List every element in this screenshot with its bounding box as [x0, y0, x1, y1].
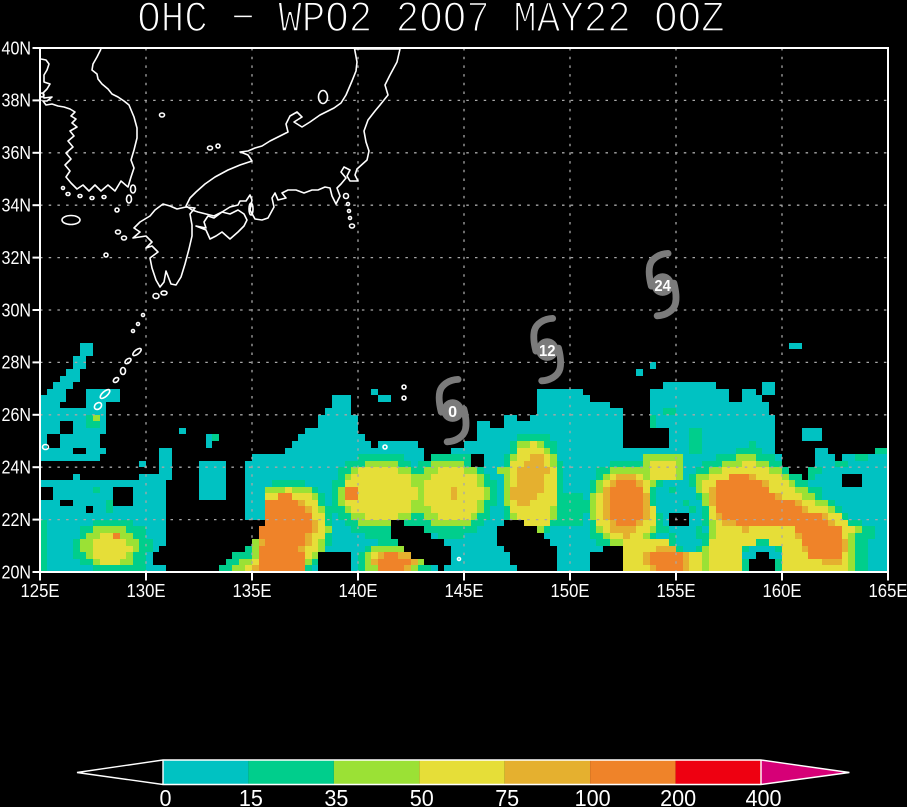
svg-text:0: 0 — [448, 404, 457, 421]
svg-text:38N: 38N — [2, 91, 32, 111]
svg-text:24: 24 — [654, 278, 671, 295]
svg-text:0: 0 — [160, 785, 172, 807]
svg-text:36N: 36N — [2, 143, 32, 163]
svg-text:135E: 135E — [233, 581, 272, 601]
svg-text:22N: 22N — [2, 510, 32, 530]
svg-text:125E: 125E — [21, 581, 60, 601]
svg-text:12: 12 — [539, 343, 556, 360]
svg-text:40N: 40N — [2, 38, 32, 58]
svg-text:200: 200 — [660, 785, 696, 807]
svg-text:20N: 20N — [2, 562, 32, 582]
svg-text:155E: 155E — [657, 581, 696, 601]
svg-text:34N: 34N — [2, 196, 32, 216]
svg-text:26N: 26N — [2, 405, 32, 425]
svg-text:75: 75 — [495, 785, 519, 807]
svg-text:165E: 165E — [869, 581, 907, 601]
svg-text:32N: 32N — [2, 248, 32, 268]
svg-text:50: 50 — [410, 785, 434, 807]
svg-text:140E: 140E — [339, 581, 378, 601]
svg-text:OHC − WPO2 2OO7 MAY22 OOZ: OHC − WPO2 2OO7 MAY22 OOZ — [137, 0, 724, 45]
svg-text:160E: 160E — [763, 581, 802, 601]
svg-text:145E: 145E — [445, 581, 484, 601]
svg-text:35: 35 — [324, 785, 348, 807]
svg-text:400: 400 — [746, 785, 782, 807]
svg-text:15: 15 — [239, 785, 263, 807]
svg-text:28N: 28N — [2, 353, 32, 373]
svg-text:100: 100 — [575, 785, 611, 807]
svg-text:130E: 130E — [127, 581, 166, 601]
svg-text:150E: 150E — [551, 581, 590, 601]
svg-text:30N: 30N — [2, 300, 32, 320]
svg-text:24N: 24N — [2, 458, 32, 478]
